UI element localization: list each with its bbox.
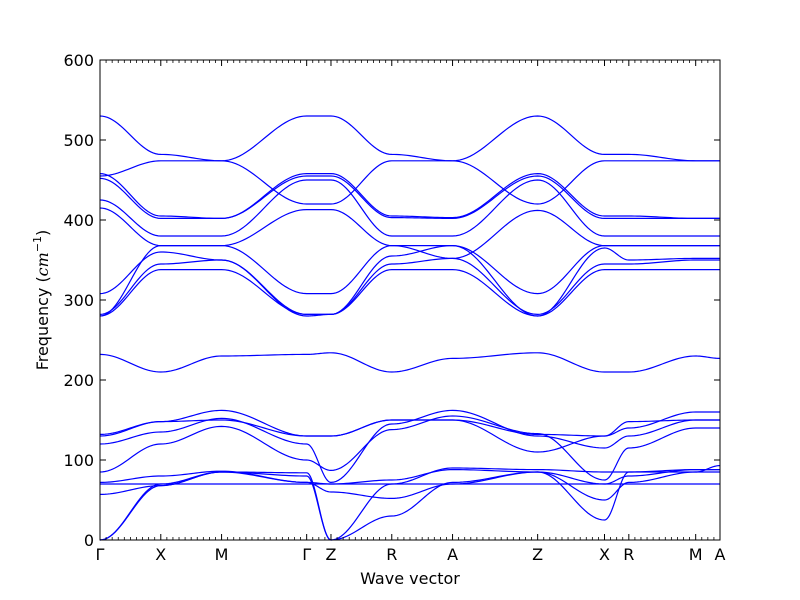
band-line-11	[99, 257, 720, 316]
band-line-4	[99, 468, 720, 485]
x-tick-label: X	[599, 545, 610, 564]
band-line-6	[99, 409, 720, 484]
x-tick-label: Γ	[302, 545, 311, 564]
y-tick-label: 500	[63, 131, 94, 150]
plot-frame	[99, 59, 721, 541]
x-tick-label: A	[447, 545, 458, 564]
x-tick-label: A	[715, 545, 726, 564]
band-line-15	[99, 179, 720, 237]
x-tick-label: R	[386, 545, 397, 564]
x-tick-label: Z	[532, 545, 543, 564]
x-tick-label: Γ	[96, 545, 105, 564]
band-line-8	[99, 419, 720, 453]
band-line-5	[99, 415, 720, 481]
x-tick-label: R	[623, 545, 634, 564]
band-line-2	[99, 471, 720, 501]
band-line-9	[99, 352, 721, 373]
y-ticks-layer: 0 100 200 300 400 500 600	[63, 51, 720, 550]
band-line-10	[99, 269, 720, 317]
y-tick-label: 100	[63, 451, 94, 470]
y-axis-label: Frequency (cm−1)	[31, 230, 52, 371]
y-tick-label: 600	[63, 51, 94, 70]
y-tick-label: 400	[63, 211, 94, 230]
x-tick-label: M	[689, 545, 703, 564]
y-tick-label: 300	[63, 291, 94, 310]
y-tick-label: 0	[84, 531, 94, 550]
band-line-14	[99, 207, 720, 260]
band-line-12	[99, 244, 720, 317]
band-line-17	[99, 172, 720, 220]
y-tick-label: 200	[63, 371, 94, 390]
x-axis-label: Wave vector	[360, 569, 460, 588]
x-tick-label: Z	[325, 545, 336, 564]
x-tick-label: X	[155, 545, 166, 564]
x-tick-label: M	[215, 545, 229, 564]
band-line-19	[99, 115, 720, 162]
bands-layer	[99, 115, 721, 541]
